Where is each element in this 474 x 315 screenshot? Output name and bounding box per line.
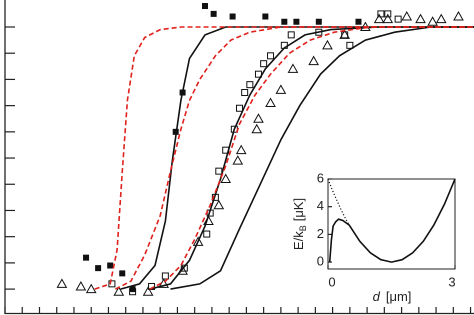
point [113,286,125,296]
point [267,52,275,60]
point [213,199,225,210]
curve [170,26,474,290]
point [229,13,236,20]
point [281,18,288,25]
point [246,81,254,89]
point [384,10,392,18]
point [241,89,249,97]
point [339,29,351,39]
point [203,230,211,238]
y-tick-label: 4 [317,198,324,213]
x-tick-label: 0 [328,274,335,289]
point [262,13,269,20]
point [427,16,438,26]
y-label-unit: [μK] [291,198,306,221]
point [293,18,300,25]
point [56,278,68,288]
point [85,283,97,294]
point [322,39,333,50]
point [129,288,137,296]
point [382,13,394,24]
y-label-sub: B [298,225,308,231]
point [260,60,268,68]
curve [149,26,474,290]
point [236,104,243,112]
point [401,10,413,21]
point [373,13,385,24]
point [265,97,276,108]
point [177,265,188,275]
y-label-main: E/k [291,231,306,250]
point [232,155,244,165]
point [287,63,299,73]
x-tick-label: 3 [448,274,455,289]
point [220,173,232,184]
point [287,31,295,39]
point [192,236,204,246]
point [202,3,209,10]
point [453,10,464,21]
point [275,84,287,94]
x-label-unit: [μm] [386,289,412,304]
point [346,41,354,49]
y-tick-label: 0 [317,254,324,269]
curve [328,178,456,263]
curve [149,26,474,290]
inset-y-label: E/kB [μK] [291,198,308,250]
point [308,55,319,66]
point [161,272,169,280]
point [415,13,426,24]
point [315,18,322,25]
curve [94,26,474,290]
point [210,10,217,17]
x-label-main: d [373,289,381,304]
curve [115,26,474,290]
point [215,167,223,175]
point [435,13,447,24]
point [75,280,87,291]
point [83,254,90,261]
point [251,123,263,134]
point [95,265,102,272]
point [355,18,362,25]
y-tick-label: 6 [317,170,324,185]
point [253,113,264,123]
point [119,270,126,277]
inset-x-label: d [μm] [373,289,412,304]
y-tick-label: 2 [317,226,324,241]
point [108,280,116,288]
point [235,144,247,155]
point [142,286,154,296]
point [107,262,114,269]
point [394,15,402,23]
